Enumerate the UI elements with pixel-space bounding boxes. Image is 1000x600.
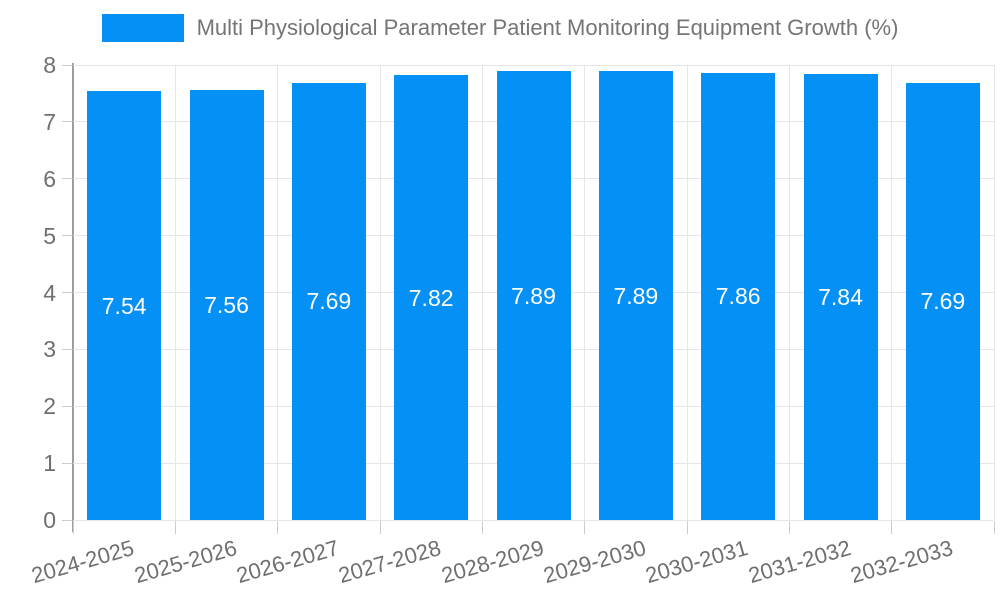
- bar-value-label: 7.89: [613, 282, 659, 309]
- x-tick-mark: [72, 521, 74, 534]
- gridline-vertical: [379, 65, 381, 520]
- y-tick-label: 5: [43, 222, 56, 249]
- y-tick-label: 7: [43, 108, 56, 135]
- x-tick-mark: [174, 521, 176, 534]
- bar-value-label: 7.56: [204, 292, 249, 319]
- bar-value-label: 7.69: [920, 288, 966, 315]
- gridline-vertical: [584, 65, 586, 520]
- y-tick-label: 2: [43, 393, 56, 420]
- y-axis-line: [72, 63, 74, 532]
- gridline-vertical: [686, 65, 688, 520]
- bar-value-label: 7.86: [715, 283, 761, 310]
- y-tick-mark: [62, 405, 72, 407]
- y-tick-label: 4: [43, 279, 56, 306]
- y-tick-label: 6: [43, 165, 56, 192]
- bar[interactable]: 7.89: [598, 71, 673, 520]
- x-tick-mark: [481, 521, 483, 534]
- y-tick-mark: [62, 235, 72, 237]
- bar-value-label: 7.69: [306, 288, 352, 315]
- gridline-vertical: [174, 65, 176, 520]
- y-tick-mark: [62, 64, 72, 66]
- x-tick-mark: [891, 521, 893, 534]
- bar[interactable]: 7.84: [803, 74, 878, 520]
- gridline-vertical: [277, 65, 279, 520]
- y-tick-mark: [62, 178, 72, 180]
- bar-value-label: 7.82: [408, 284, 454, 311]
- y-tick-mark: [62, 519, 72, 521]
- x-tick-mark: [993, 521, 995, 534]
- y-tick-label: 3: [43, 336, 56, 363]
- legend-label: Multi Physiological Parameter Patient Mo…: [196, 15, 899, 40]
- y-tick-label: 8: [43, 52, 56, 78]
- x-tick-mark: [584, 521, 586, 534]
- bar[interactable]: 7.69: [291, 82, 366, 520]
- gridline-vertical: [891, 65, 893, 520]
- bar[interactable]: 7.86: [701, 72, 776, 520]
- x-tick-mark: [277, 521, 279, 534]
- y-tick-mark: [62, 121, 72, 123]
- bar[interactable]: 7.56: [189, 90, 264, 520]
- y-tick-mark: [62, 348, 72, 350]
- x-tick-mark: [379, 521, 381, 534]
- gridline-horizontal: [73, 64, 994, 66]
- gridline-vertical: [993, 65, 995, 520]
- bar[interactable]: 7.89: [496, 71, 571, 520]
- y-tick-mark: [62, 462, 72, 464]
- gridline-horizontal: [73, 519, 994, 521]
- y-tick-mark: [62, 292, 72, 293]
- x-tick-mark: [686, 521, 688, 534]
- bar-value-label: 7.54: [101, 292, 147, 319]
- bar[interactable]: 7.69: [905, 82, 980, 520]
- bar[interactable]: 7.54: [87, 91, 162, 520]
- y-tick-label: 1: [43, 450, 56, 477]
- gridline-vertical: [788, 65, 790, 520]
- x-tick-mark: [788, 521, 790, 534]
- plot-area: 7.54 7.56 7.69 7.82 7.89 7.89 7.86 7.84 7.69: [73, 64, 995, 521]
- bar-value-label: 7.89: [511, 282, 556, 309]
- legend-item[interactable]: Multi Physiological Parameter Patient Mo…: [0, 14, 1000, 42]
- legend-swatch: [101, 14, 184, 42]
- bar[interactable]: 7.82: [394, 75, 469, 520]
- gridline-vertical: [481, 65, 483, 520]
- y-tick-label: 0: [43, 507, 56, 533]
- bar-value-label: 7.84: [818, 284, 863, 311]
